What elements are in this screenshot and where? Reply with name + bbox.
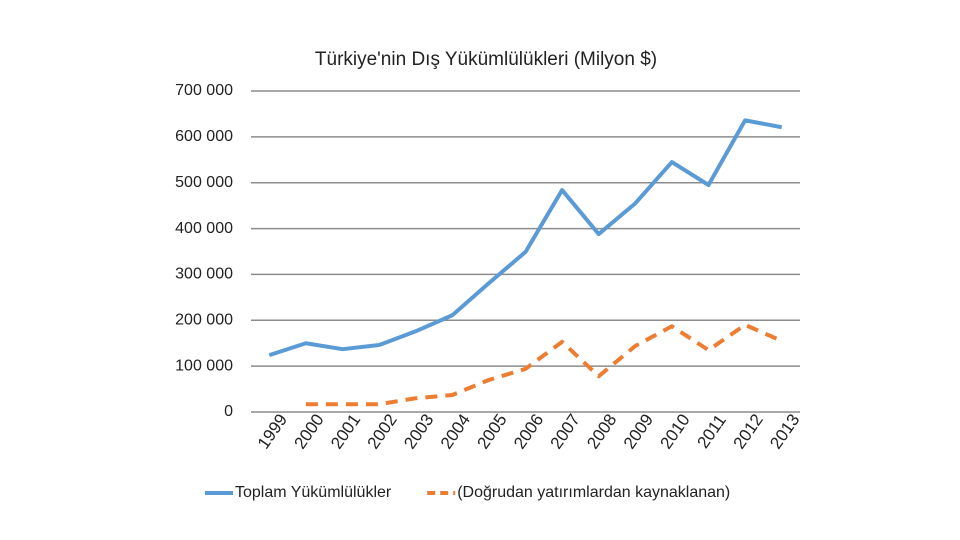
x-tick-label: 2004 [437,410,474,452]
x-tick-label: 1999 [254,410,291,452]
y-tick-label: 200 000 [175,312,233,329]
x-tick-label: 2010 [656,410,693,452]
x-tick-label: 2011 [693,411,730,452]
x-tick-label: 2000 [290,410,327,452]
x-tick-label: 2007 [547,410,584,452]
x-tick-label: 2012 [730,410,767,452]
y-tick-label: 0 [224,403,233,420]
legend-label: Toplam Yükümlülükler [235,484,392,501]
series-line [305,322,783,407]
x-tick-label: 2013 [766,410,803,452]
x-tick-label: 2003 [400,410,437,452]
x-tick-label: 2009 [620,410,657,452]
x-tick-label: 2002 [364,410,401,452]
chart-title: Türkiye'nin Dış Yükümlülükleri (Milyon $… [315,49,657,70]
y-tick-label: 700 000 [175,82,233,99]
y-tick-label: 300 000 [175,266,233,283]
y-tick-label: 100 000 [175,357,233,374]
x-tick-label: 2008 [583,410,620,452]
x-tick-label: 2001 [327,410,364,452]
x-tick-label: 2006 [510,410,547,452]
y-tick-label: 600 000 [175,128,233,145]
x-tick-label: 2005 [473,410,510,452]
y-tick-label: 400 000 [175,220,233,237]
y-tick-label: 500 000 [175,174,233,191]
legend-label: (Doğrudan yatırımlardan kaynaklanan) [457,484,730,501]
series-line [268,118,783,358]
